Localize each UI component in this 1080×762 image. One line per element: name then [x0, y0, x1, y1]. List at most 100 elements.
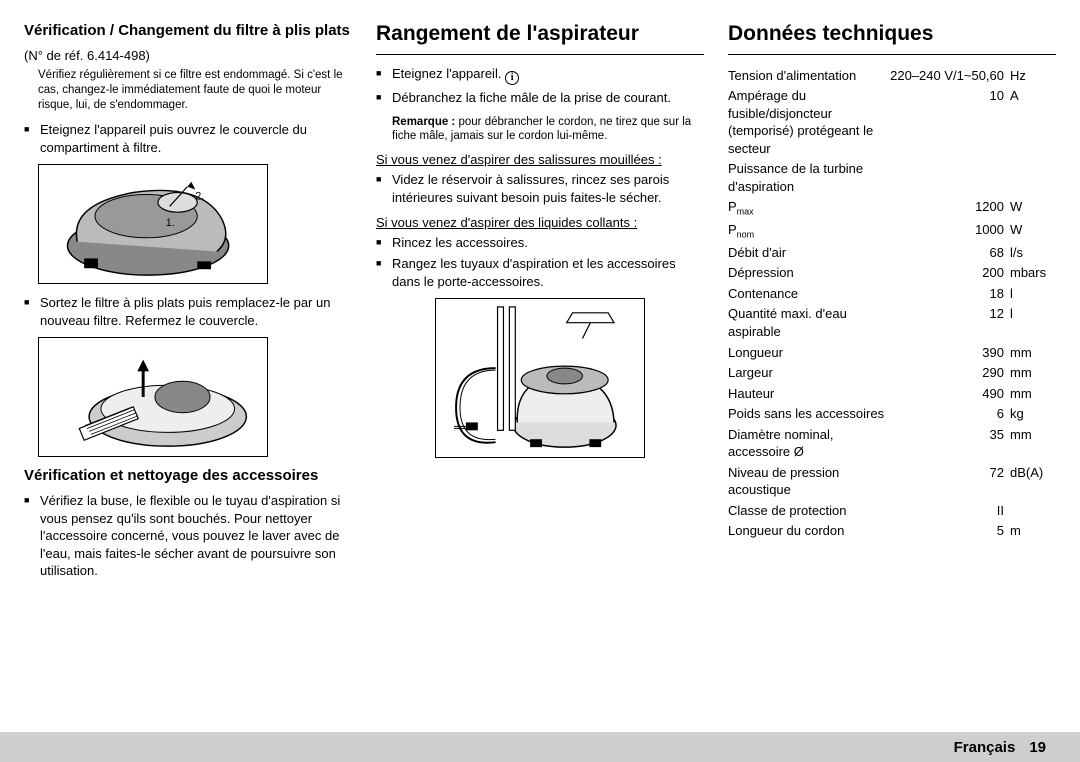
list-item: Rincez les accessoires. [376, 234, 704, 252]
list-item: Videz le réservoir à salissures, rincez … [376, 171, 704, 206]
spec-unit: mm [1010, 383, 1056, 404]
subhead-wet-debris: Si vous venez d'aspirer des salissures m… [376, 152, 704, 167]
spec-label: Longueur [728, 342, 890, 363]
table-row: Diamètre nominal, accessoire Ø35mm [728, 424, 1056, 462]
table-row: Hauteur490mm [728, 383, 1056, 404]
spec-unit: mm [1010, 342, 1056, 363]
divider [728, 54, 1056, 55]
heading-filter-check: Vérification / Changement du filtre à pl… [24, 22, 352, 41]
table-row: Longueur390mm [728, 342, 1056, 363]
spec-label: Tension d'alimentation [728, 65, 890, 86]
spec-label: Contenance [728, 283, 890, 304]
spec-unit [1010, 500, 1056, 521]
spec-label: Quantité maxi. d'eau aspirable [728, 304, 890, 342]
divider [376, 54, 704, 55]
spec-unit: W [1010, 197, 1056, 220]
spec-unit: mbars [1010, 263, 1056, 284]
spec-value: 68 [890, 242, 1010, 263]
spec-table: Tension d'alimentation220–240 V/1~50,60H… [728, 65, 1056, 542]
table-row: Quantité maxi. d'eau aspirable12l [728, 304, 1056, 342]
storage-steps-2: Videz le réservoir à salissures, rincez … [376, 171, 704, 206]
table-row: Dépression200mbars [728, 263, 1056, 284]
spec-value: 1200 [890, 197, 1010, 220]
column-filter-maintenance: Vérification / Changement du filtre à pl… [24, 22, 352, 588]
spec-value: 220–240 V/1~50,60 [890, 65, 1010, 86]
spec-unit: mm [1010, 424, 1056, 462]
footer-page-number: 19 [1029, 739, 1046, 756]
table-row: Pmax1200W [728, 197, 1056, 220]
spec-value: 490 [890, 383, 1010, 404]
spec-label: Longueur du cordon [728, 521, 890, 542]
spec-label: Débit d'air [728, 242, 890, 263]
spec-unit: m [1010, 521, 1056, 542]
figure-open-filter-cover: 1. 2. [38, 164, 268, 284]
info-icon: i [505, 71, 519, 85]
table-row: Pnom1000W [728, 220, 1056, 243]
spec-label: Ampérage du fusible/disjoncteur (tempori… [728, 86, 890, 159]
spec-label: Diamètre nominal, accessoire Ø [728, 424, 890, 462]
heading-tech-data: Données techniques [728, 22, 1056, 46]
footer-language: Français [954, 739, 1016, 756]
spec-unit: l/s [1010, 242, 1056, 263]
table-row: Niveau de pression acoustique72dB(A) [728, 462, 1056, 500]
filter-warning-note: Vérifiez régulièrement si ce filtre est … [38, 68, 352, 113]
heading-storage: Rangement de l'aspirateur [376, 22, 704, 46]
table-row: Contenance18l [728, 283, 1056, 304]
table-row: Tension d'alimentation220–240 V/1~50,60H… [728, 65, 1056, 86]
storage-steps-1: Eteignez l'appareil. i Débranchez la fic… [376, 65, 704, 107]
column-storage: Rangement de l'aspirateur Eteignez l'app… [376, 22, 704, 588]
spec-label: Pmax [728, 197, 890, 220]
list-item: Sortez le filtre à plis plats puis rempl… [24, 294, 352, 329]
spec-unit: Hz [1010, 65, 1056, 86]
spec-value: 18 [890, 283, 1010, 304]
step-label-2: 2. [195, 191, 204, 203]
spec-value: 1000 [890, 220, 1010, 243]
list-item-text: Eteignez l'appareil. [392, 66, 501, 81]
table-row: Classe de protectionII [728, 500, 1056, 521]
spec-unit: W [1010, 220, 1056, 243]
page-footer: Français 19 [0, 732, 1080, 762]
spec-value: 5 [890, 521, 1010, 542]
table-row: Ampérage du fusible/disjoncteur (tempori… [728, 86, 1056, 159]
spec-value: 10 [890, 86, 1010, 159]
spec-value: II [890, 500, 1010, 521]
spec-value: 6 [890, 404, 1010, 425]
spec-label: Niveau de pression acoustique [728, 462, 890, 500]
spec-value [890, 159, 1010, 197]
subhead-sticky-liquids: Si vous venez d'aspirer des liquides col… [376, 215, 704, 230]
table-row: Longueur du cordon5m [728, 521, 1056, 542]
step-label-1: 1. [166, 217, 175, 229]
table-row: Puissance de la turbine d'aspiration [728, 159, 1056, 197]
spec-unit: dB(A) [1010, 462, 1056, 500]
filter-steps-list-2: Sortez le filtre à plis plats puis rempl… [24, 294, 352, 329]
storage-steps-3: Rincez les accessoires. Rangez les tuyau… [376, 234, 704, 291]
spec-unit: mm [1010, 363, 1056, 384]
spec-label: Hauteur [728, 383, 890, 404]
reference-number: (N° de réf. 6.414-498) [24, 47, 352, 65]
list-item: Eteignez l'appareil puis ouvrez le couve… [24, 121, 352, 156]
spec-unit: l [1010, 304, 1056, 342]
spec-unit: kg [1010, 404, 1056, 425]
figure-storage [435, 298, 645, 458]
list-item: Eteignez l'appareil. i [376, 65, 704, 85]
spec-value: 72 [890, 462, 1010, 500]
spec-value: 290 [890, 363, 1010, 384]
accessories-list: Vérifiez la buse, le flexible ou le tuya… [24, 492, 352, 580]
spec-label: Dépression [728, 263, 890, 284]
remark-unplug: Remarque : pour débrancher le cordon, ne… [392, 115, 704, 145]
spec-value: 390 [890, 342, 1010, 363]
list-item: Débranchez la fiche mâle de la prise de … [376, 89, 704, 107]
table-row: Débit d'air68l/s [728, 242, 1056, 263]
spec-unit: l [1010, 283, 1056, 304]
filter-steps-list-1: Eteignez l'appareil puis ouvrez le couve… [24, 121, 352, 156]
list-item: Rangez les tuyaux d'aspiration et les ac… [376, 255, 704, 290]
list-item: Vérifiez la buse, le flexible ou le tuya… [24, 492, 352, 580]
spec-label: Pnom [728, 220, 890, 243]
spec-unit [1010, 159, 1056, 197]
spec-label: Poids sans les accessoires [728, 404, 890, 425]
figure-remove-filter [38, 337, 268, 457]
table-row: Largeur290mm [728, 363, 1056, 384]
spec-unit: A [1010, 86, 1056, 159]
spec-label: Classe de protection [728, 500, 890, 521]
heading-accessories-check: Vérification et nettoyage des accessoire… [24, 467, 352, 486]
